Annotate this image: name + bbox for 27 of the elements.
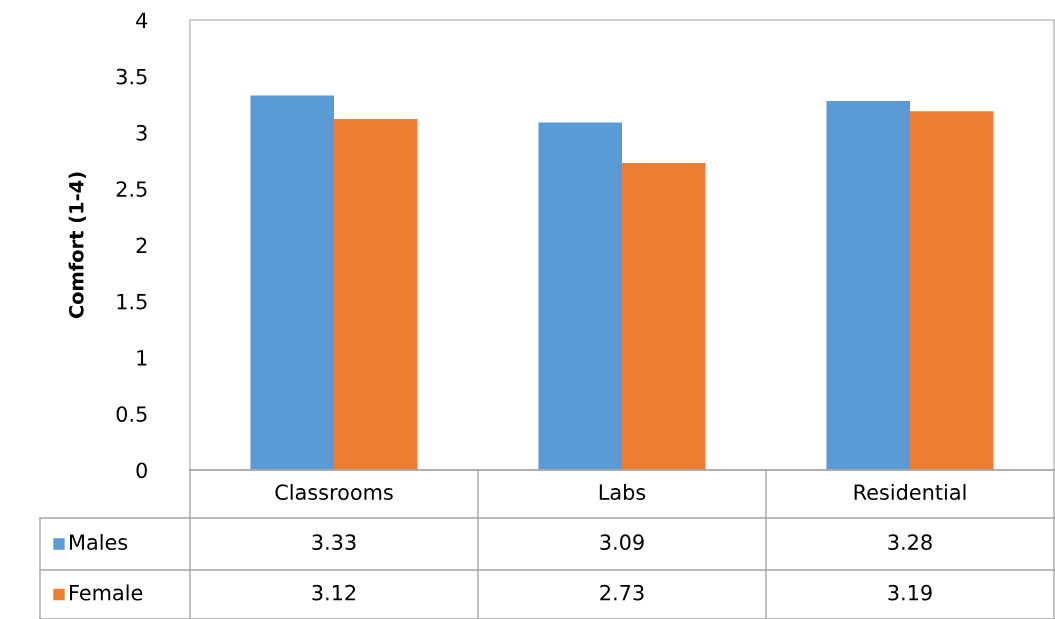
data-label: 2.73	[600, 584, 644, 601]
x-tick-label: Residential	[854, 483, 966, 501]
y-tick-label: 3	[136, 124, 147, 141]
y-tick-label: 0	[136, 462, 147, 479]
data-label: 3.09	[600, 534, 644, 551]
y-tick-label: 4	[136, 12, 148, 28]
y-tick-label: 0.5	[116, 406, 147, 422]
data-label: 3.12	[312, 584, 356, 601]
x-tick-label: Labs	[599, 483, 646, 501]
x-tick-label: Classrooms	[275, 483, 393, 501]
bar	[826, 101, 910, 470]
legend-label: Female	[70, 584, 143, 601]
data-label: 3.19	[888, 584, 932, 601]
bar	[334, 119, 418, 470]
y-tick-label: 2.5	[116, 181, 147, 197]
y-tick-label: 3.5	[116, 68, 147, 85]
y-axis-title: Comfort (1-4)	[68, 172, 86, 319]
bar	[622, 162, 706, 470]
bar	[538, 122, 622, 470]
bar	[910, 111, 994, 470]
data-label: 3.33	[312, 534, 356, 551]
legend-label: Males	[70, 533, 128, 551]
data-label: 3.28	[888, 534, 932, 551]
y-tick-label: 1	[137, 350, 147, 366]
bar	[250, 95, 334, 470]
y-tick-label: 1.5	[117, 293, 147, 310]
y-tick-label: 2	[136, 237, 147, 253]
